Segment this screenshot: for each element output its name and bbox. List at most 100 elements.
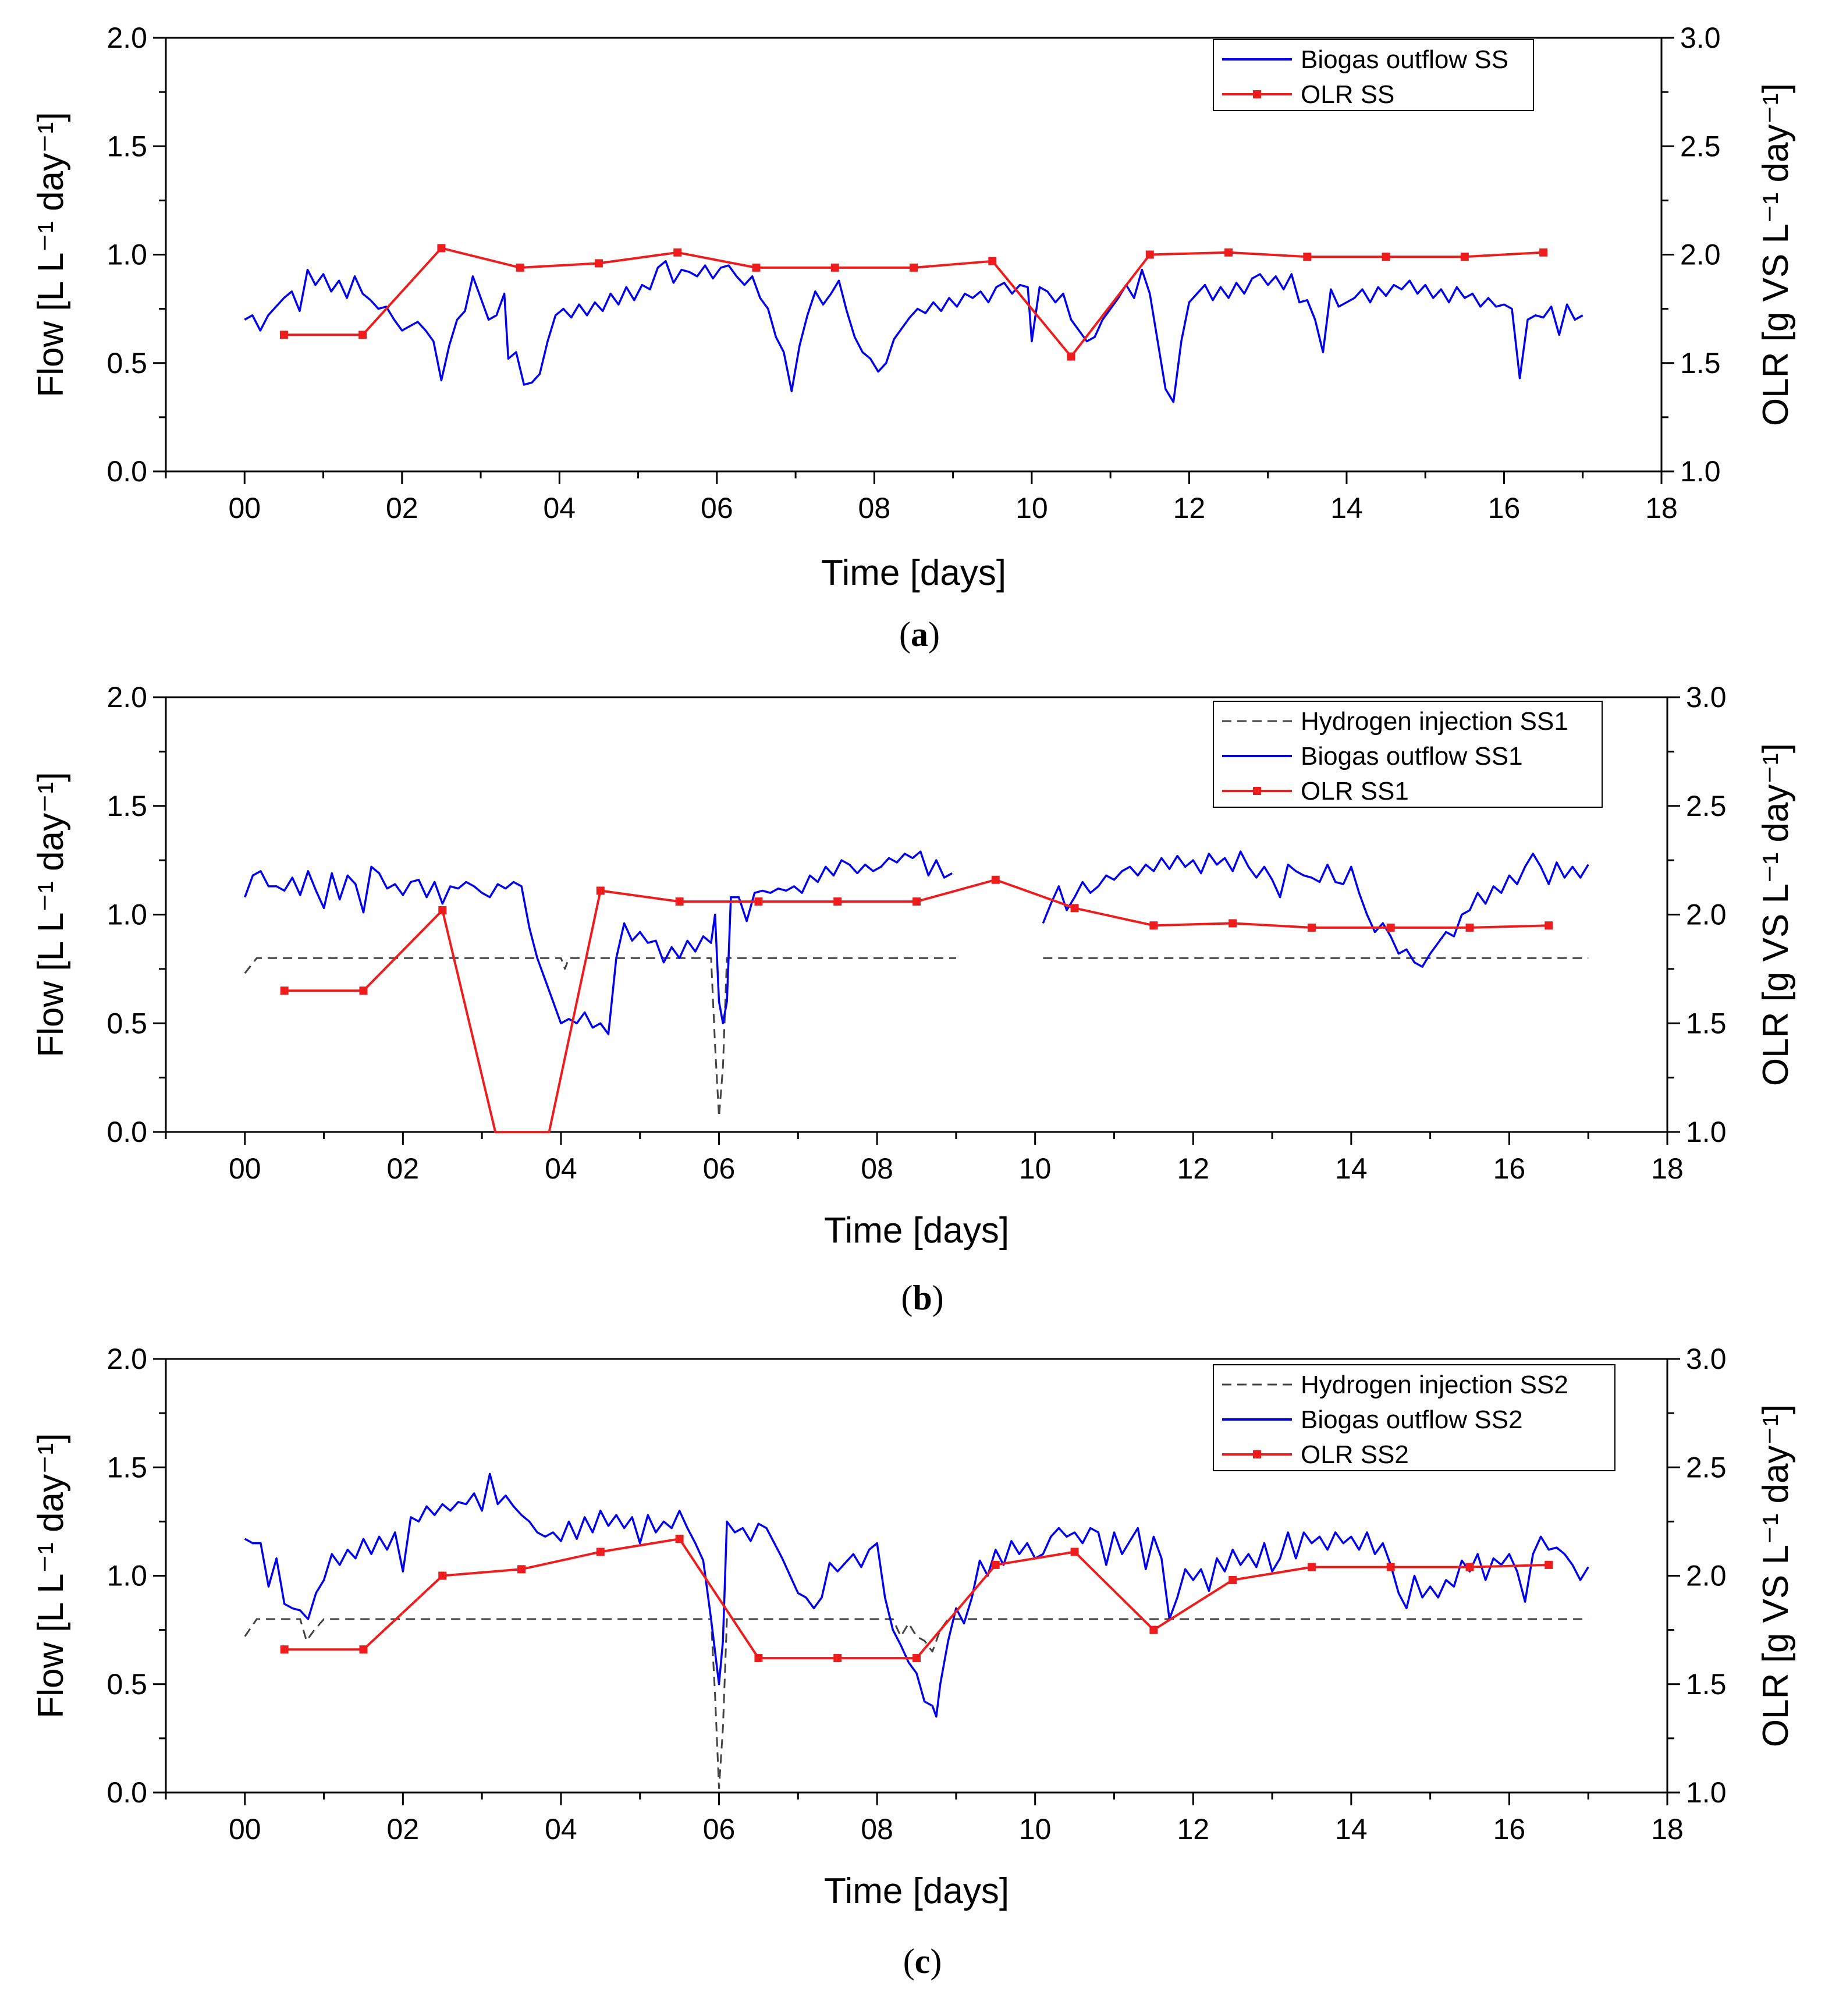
x-tick-label: 14	[1335, 1813, 1368, 1845]
data-point-marker	[359, 986, 368, 995]
x-tick-label: 18	[1651, 1152, 1684, 1185]
data-point-marker	[1386, 1563, 1395, 1571]
x-tick-label: 10	[1019, 1152, 1052, 1185]
panel-a: 00 02 04 06 08 10 12 14 16 18 0.0 0.5 1.0 1.5 2.0 1.0 1.…	[31, 22, 1796, 654]
x-tick-label: 14	[1335, 1152, 1368, 1185]
x-tick-label: 04	[545, 1813, 577, 1845]
data-point-marker	[438, 1571, 447, 1580]
legend-label: OLR SS1	[1301, 777, 1409, 805]
data-point-marker	[1149, 921, 1158, 930]
caption-open-paren: (	[899, 615, 911, 654]
data-point-marker	[991, 875, 1000, 884]
data-point-marker	[1544, 921, 1553, 930]
data-point-marker	[1070, 1548, 1079, 1556]
data-point-marker	[1382, 253, 1390, 261]
data-point-marker	[912, 897, 921, 906]
data-point-marker	[280, 986, 289, 995]
legend-label: Hydrogen injection SS2	[1301, 1371, 1568, 1399]
series-line	[244, 1618, 1589, 1790]
x-tick-label: 02	[387, 1813, 420, 1845]
x-tick-label: 08	[861, 1813, 893, 1845]
series-line	[244, 260, 1583, 403]
data-point-marker	[830, 263, 839, 272]
y-right-tick-label: 2.5	[1686, 1451, 1727, 1483]
data-point-marker	[991, 1560, 1000, 1569]
caption-close-paren: )	[932, 1279, 944, 1317]
y-left-tick-label: 0.0	[106, 455, 147, 488]
data-point-marker	[1307, 923, 1316, 932]
x-tick-label: 04	[545, 1152, 577, 1185]
x-tick-label: 02	[386, 492, 418, 524]
series-line	[1042, 850, 1589, 968]
y-right-axis-title: OLR [g VS L⁻¹ day⁻¹]	[1756, 1404, 1796, 1747]
legend-label: Hydrogen injection SS1	[1301, 707, 1568, 736]
data-point-marker	[358, 331, 367, 339]
x-axis-title: Time [days]	[824, 1871, 1009, 1911]
legend-label: Biogas outflow SS	[1301, 45, 1508, 74]
data-point-marker	[910, 263, 918, 272]
y-left-tick-label: 0.0	[106, 1116, 147, 1148]
y-left-tick-label: 2.0	[106, 1343, 147, 1375]
data-point-marker	[675, 1535, 684, 1543]
legend-box	[1213, 1364, 1615, 1471]
y-right-axis-title: OLR [g VS L⁻¹ day⁻¹]	[1756, 743, 1796, 1086]
series-hydrogen-injection-ss2	[244, 1618, 1589, 1790]
y-right-tick-label: 1.0	[1686, 1116, 1727, 1148]
legend-box	[1213, 39, 1534, 111]
data-point-marker	[1465, 1563, 1474, 1571]
y-left-tick-label: 0.5	[106, 347, 147, 379]
x-axis-title: Time [days]	[824, 1211, 1009, 1251]
data-point-marker	[1307, 1563, 1316, 1571]
caption-letter: b	[912, 1279, 932, 1317]
x-tick-label: 16	[1493, 1813, 1526, 1845]
series-hydrogen-injection-ss1	[244, 957, 1589, 1118]
x-tick-label: 10	[1016, 492, 1048, 524]
y-left-tick-label: 0.0	[106, 1776, 147, 1809]
data-point-marker	[594, 259, 603, 268]
x-tick-label: 12	[1177, 1152, 1209, 1185]
data-point-marker	[516, 263, 524, 272]
y-left-tick-label: 2.0	[106, 681, 147, 714]
series-biogas-outflow-ss	[244, 260, 1583, 403]
y-left-axis-title: Flow [L L⁻¹ day⁻¹]	[31, 772, 71, 1057]
data-point-marker	[280, 1645, 289, 1654]
legend: Hydrogen injection SS2 Biogas outflow SS2…	[1213, 1364, 1615, 1471]
x-tick-label: 00	[229, 1152, 261, 1185]
series-biogas-outflow-ss2	[244, 1472, 1589, 1718]
data-point-marker	[1539, 248, 1548, 257]
y-right-tick-label: 2.5	[1680, 130, 1721, 162]
x-tick-label: 00	[228, 492, 261, 524]
series-line	[244, 1472, 1589, 1718]
y-left-tick-label: 1.0	[106, 1560, 147, 1592]
caption-close-paren: )	[928, 615, 940, 654]
data-point-marker	[279, 331, 288, 339]
series-line	[244, 957, 956, 1118]
caption-open-paren: (	[901, 1279, 912, 1317]
series-olr-ss2	[280, 1535, 1553, 1663]
data-point-marker	[1070, 904, 1079, 913]
caption-letter: a	[911, 615, 928, 654]
data-point-marker	[1303, 253, 1312, 261]
legend-label: Biogas outflow SS1	[1301, 742, 1523, 771]
panel-c: 00 02 04 06 08 10 12 14 16 18 0.0 0.5 1.0 1.5 2.0 1.0 1.…	[31, 1343, 1796, 1980]
data-point-marker	[754, 1654, 763, 1663]
data-point-marker	[1224, 248, 1233, 257]
data-point-marker	[1465, 923, 1474, 932]
series-line	[244, 850, 953, 1035]
data-point-marker	[596, 886, 605, 895]
x-tick-label: 14	[1330, 492, 1363, 524]
y-right-tick-label: 3.0	[1686, 681, 1727, 714]
y-right-tick-label: 1.0	[1686, 1776, 1727, 1809]
y-right-tick-label: 1.0	[1680, 455, 1721, 488]
data-point-marker	[438, 906, 447, 915]
legend-marker	[1253, 1450, 1261, 1458]
data-point-marker	[1460, 253, 1469, 261]
y-left-tick-label: 1.5	[106, 790, 147, 822]
y-right-tick-label: 2.0	[1686, 899, 1727, 931]
caption-close-paren: )	[930, 1942, 942, 1980]
x-tick-label: 16	[1488, 492, 1521, 524]
y-right-tick-label: 1.5	[1680, 347, 1721, 379]
x-tick-label: 18	[1651, 1813, 1684, 1845]
data-point-marker	[1544, 1560, 1553, 1569]
series-olr-ss	[279, 244, 1548, 361]
